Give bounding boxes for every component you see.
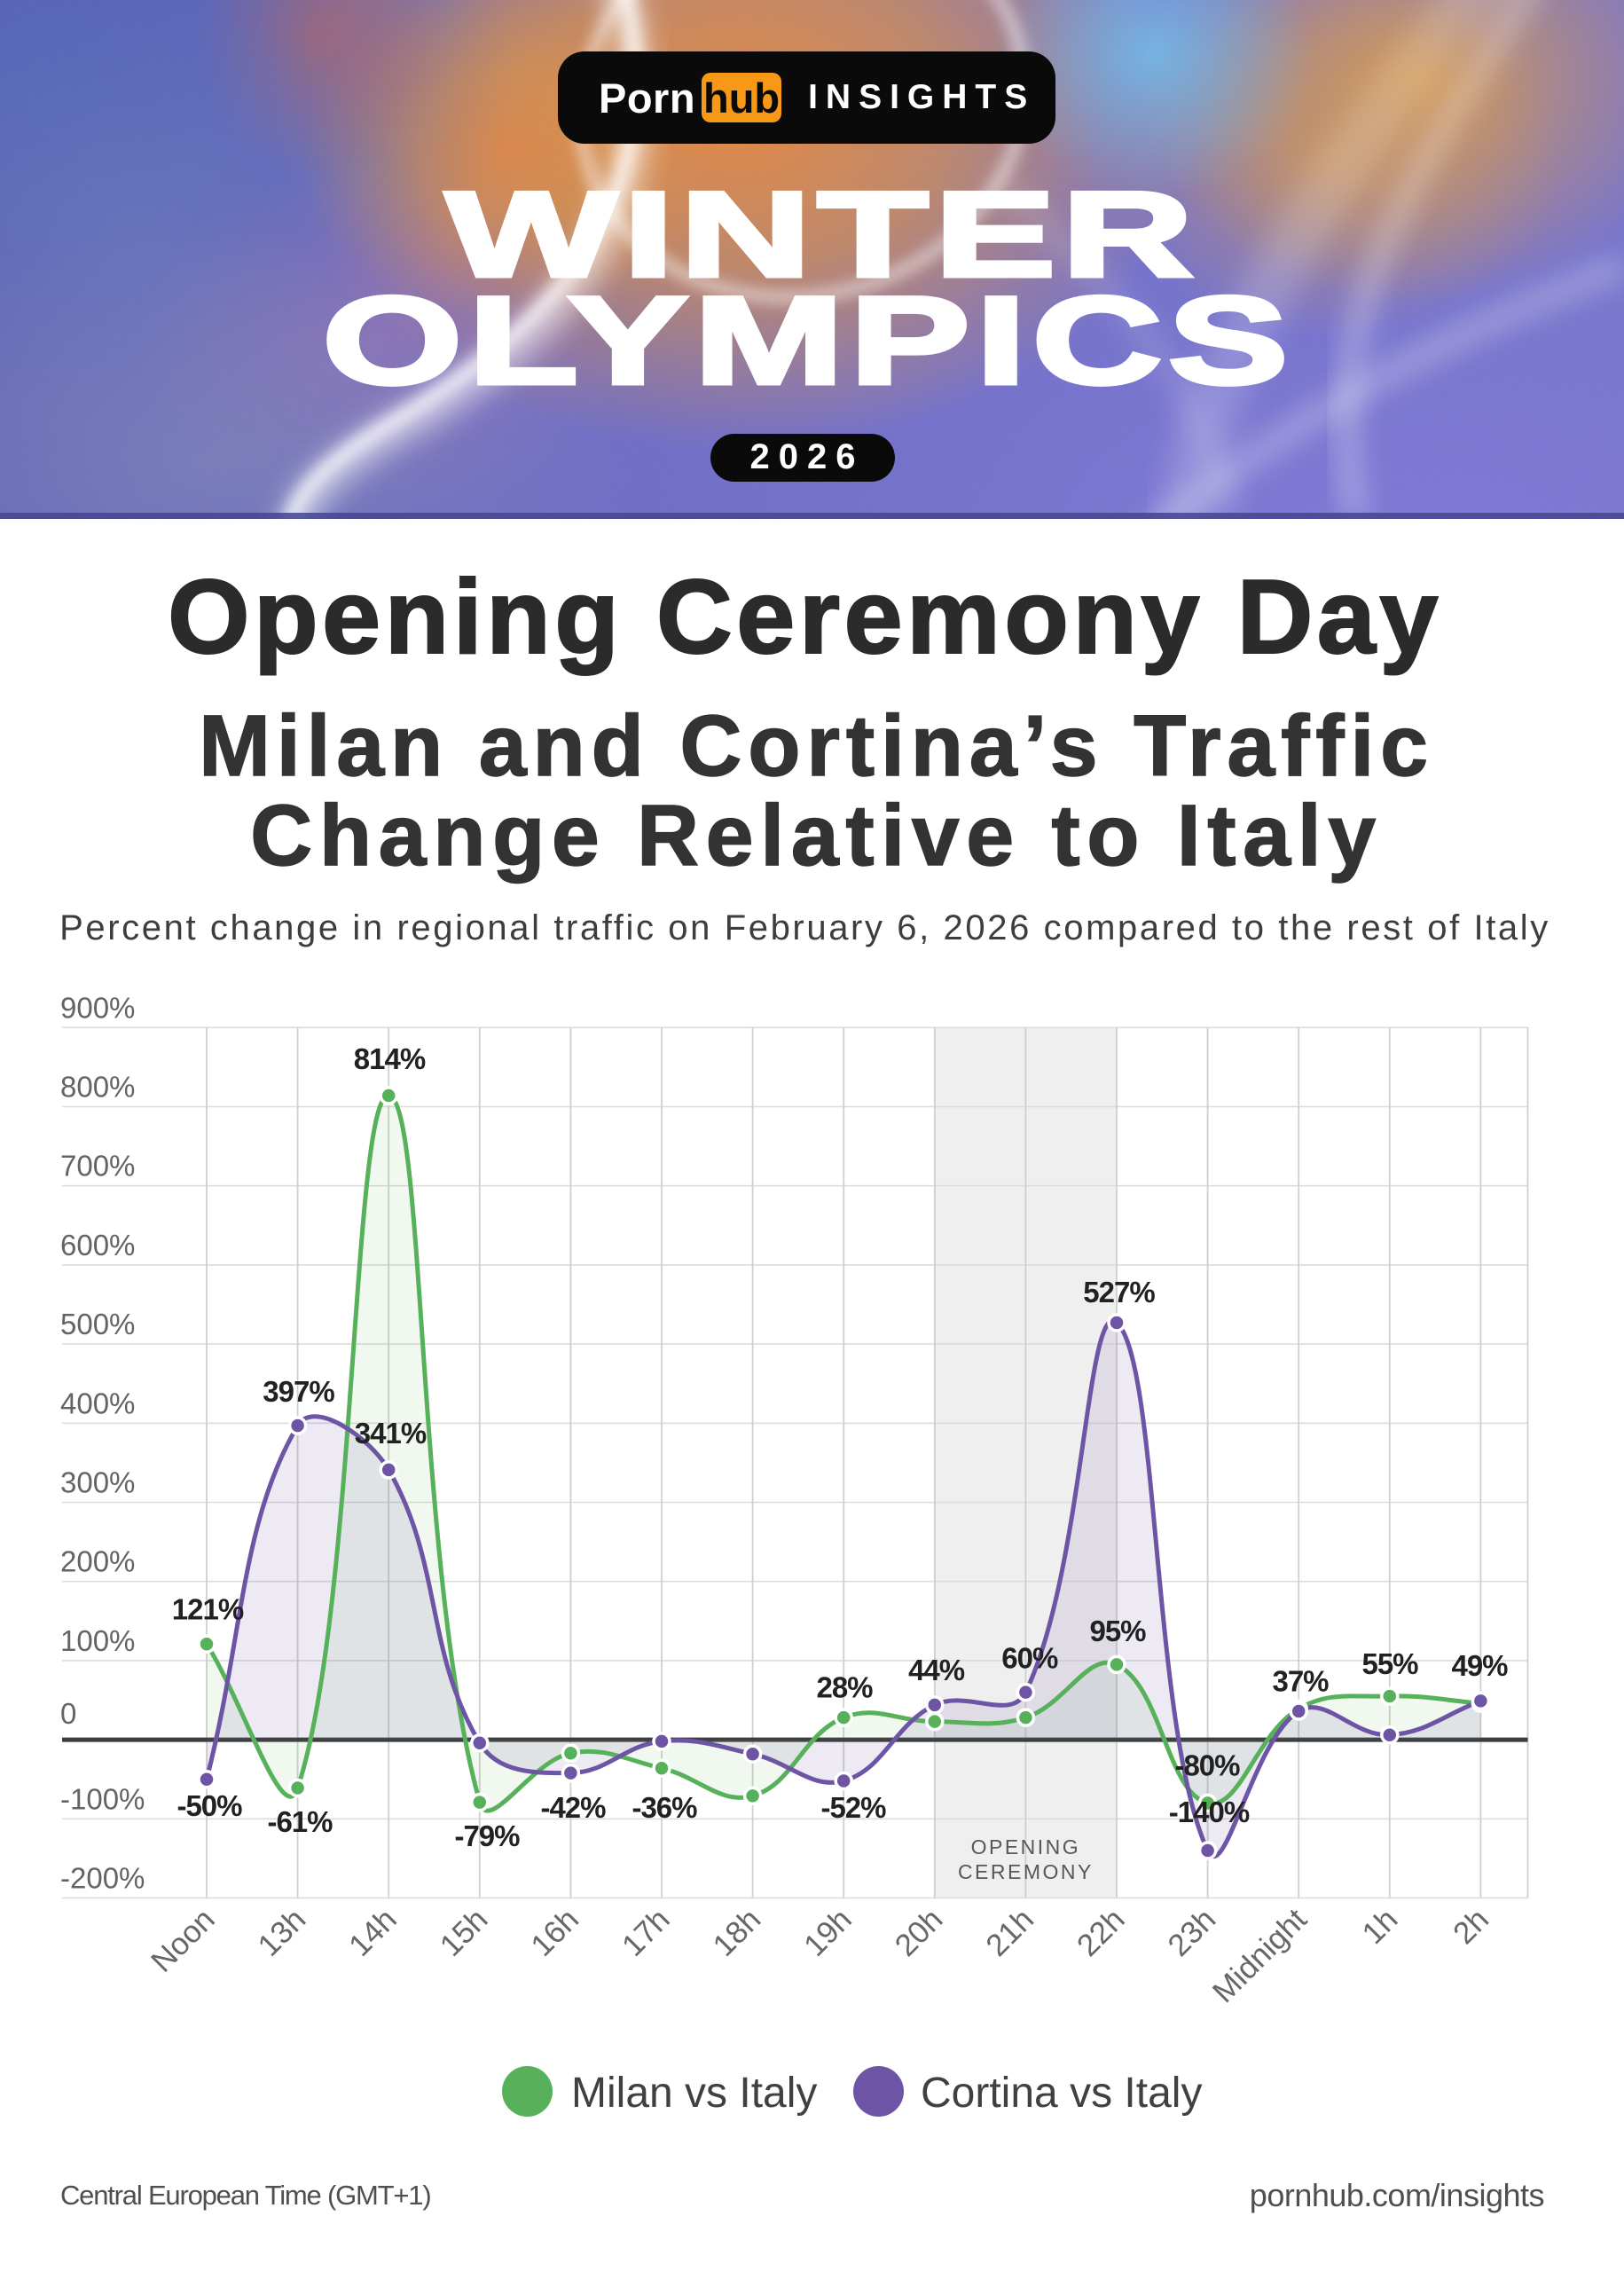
svg-text:200%: 200%: [60, 1545, 135, 1578]
svg-text:60%: 60%: [1001, 1642, 1058, 1675]
svg-text:-50%: -50%: [177, 1789, 242, 1822]
svg-text:2h: 2h: [1447, 1902, 1495, 1951]
svg-text:14h: 14h: [342, 1902, 404, 1963]
svg-text:-61%: -61%: [267, 1805, 333, 1838]
svg-text:500%: 500%: [60, 1308, 135, 1340]
svg-text:-140%: -140%: [1169, 1796, 1250, 1828]
svg-text:527%: 527%: [1083, 1276, 1155, 1308]
svg-text:-42%: -42%: [540, 1791, 606, 1824]
svg-text:55%: 55%: [1361, 1647, 1418, 1680]
svg-text:-200%: -200%: [60, 1862, 145, 1895]
svg-text:341%: 341%: [355, 1417, 427, 1450]
svg-text:21h: 21h: [979, 1902, 1040, 1963]
svg-text:400%: 400%: [60, 1387, 135, 1419]
svg-text:19h: 19h: [797, 1902, 859, 1963]
svg-text:100%: 100%: [60, 1624, 135, 1657]
svg-text:17h: 17h: [616, 1902, 677, 1963]
svg-text:-100%: -100%: [60, 1782, 145, 1815]
svg-text:Noon: Noon: [145, 1902, 222, 1979]
svg-text:397%: 397%: [263, 1375, 334, 1408]
svg-text:16h: 16h: [524, 1902, 585, 1963]
svg-text:-79%: -79%: [454, 1819, 520, 1852]
svg-text:37%: 37%: [1272, 1664, 1329, 1697]
svg-text:800%: 800%: [60, 1071, 135, 1104]
svg-text:22h: 22h: [1071, 1902, 1132, 1963]
svg-text:600%: 600%: [60, 1229, 135, 1261]
svg-text:-36%: -36%: [632, 1791, 697, 1824]
svg-text:CEREMONY: CEREMONY: [958, 1860, 1094, 1883]
svg-text:-52%: -52%: [820, 1791, 886, 1824]
svg-text:20h: 20h: [889, 1902, 950, 1963]
svg-text:95%: 95%: [1089, 1615, 1146, 1647]
svg-text:121%: 121%: [172, 1593, 244, 1626]
svg-text:18h: 18h: [706, 1902, 767, 1963]
svg-text:49%: 49%: [1451, 1649, 1508, 1682]
svg-text:900%: 900%: [60, 991, 135, 1024]
svg-text:OPENING: OPENING: [971, 1835, 1081, 1858]
svg-text:15h: 15h: [434, 1902, 495, 1963]
svg-text:28%: 28%: [816, 1671, 873, 1704]
svg-text:300%: 300%: [60, 1466, 135, 1499]
svg-text:-80%: -80%: [1174, 1749, 1240, 1782]
svg-text:700%: 700%: [60, 1150, 135, 1183]
svg-text:1h: 1h: [1355, 1902, 1404, 1951]
svg-text:0: 0: [60, 1697, 76, 1730]
svg-text:Midnight: Midnight: [1206, 1902, 1314, 2009]
svg-text:814%: 814%: [354, 1042, 426, 1075]
svg-text:44%: 44%: [908, 1654, 965, 1686]
svg-text:23h: 23h: [1161, 1902, 1222, 1963]
svg-text:13h: 13h: [251, 1902, 312, 1963]
